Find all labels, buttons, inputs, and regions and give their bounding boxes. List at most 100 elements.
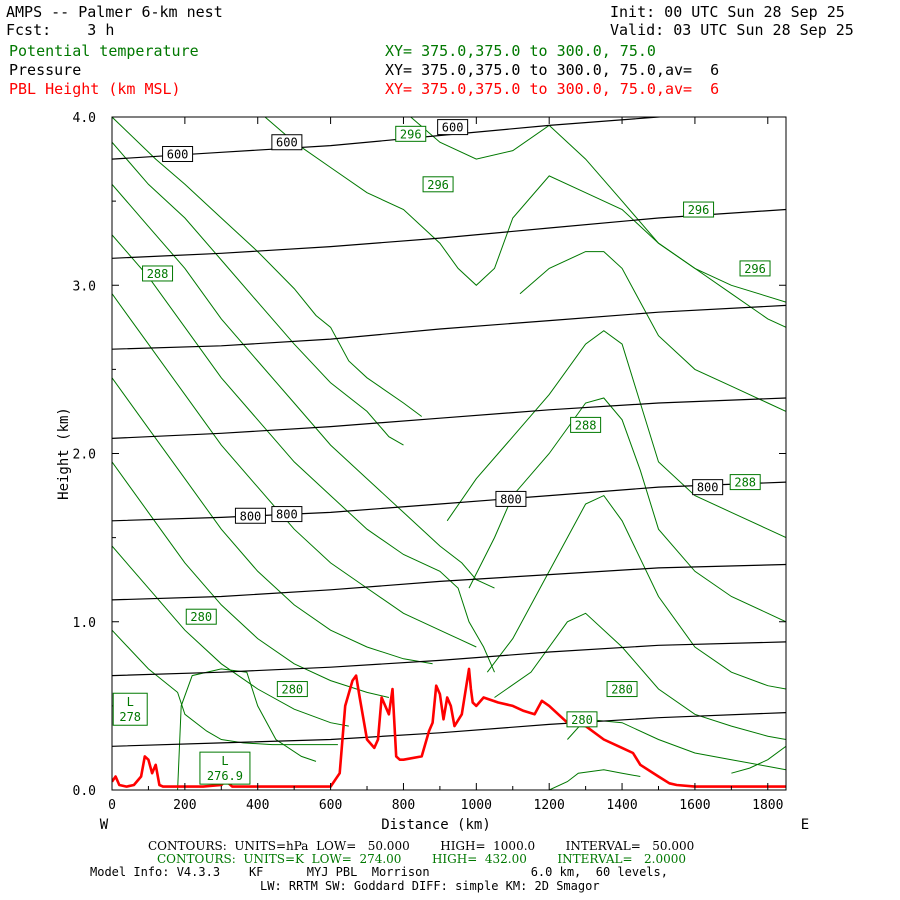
x-tick-label: 1600 [679, 798, 710, 813]
contour-label-box [395, 125, 427, 142]
contour-label-3: 600 [442, 121, 464, 135]
contour-label-box [142, 265, 174, 282]
x-tick-label: 1800 [752, 798, 783, 813]
theta-contour-1 [112, 117, 422, 417]
contour-label-6: 800 [500, 492, 522, 506]
y-tick-label: 2.0 [73, 448, 96, 463]
theta-contour-5 [112, 293, 477, 648]
theta-contour-7 [112, 461, 390, 698]
theta-contour-16 [486, 494, 786, 690]
y-tick-label: 4.0 [73, 111, 96, 126]
contour-label-box [234, 507, 266, 524]
theta-contour-4 [112, 234, 495, 673]
x-tick-label: 200 [173, 798, 196, 813]
y-tick-label: 0.0 [73, 784, 96, 799]
x-tick-label: 1200 [534, 798, 565, 813]
contour-label-box [185, 608, 217, 625]
x-tick-label: 600 [319, 798, 342, 813]
legend-pressure-xy: XY= 375.0,375.0 to 300.0, 75.0,av= 6 [385, 61, 720, 79]
theta-contour-12 [264, 117, 786, 328]
init-time: Init: 00 UTC Sun 28 Sep 25 [610, 3, 845, 21]
contour-label-8: 296 [400, 127, 422, 141]
contour-label-box [271, 134, 303, 151]
contour-label-4: 800 [240, 509, 262, 523]
theta-contour-15 [468, 397, 786, 623]
contour-label-2: 600 [276, 136, 298, 150]
plot-frame [111, 116, 787, 791]
pressure-contour-3 [112, 563, 786, 601]
theta-contour-17 [494, 612, 786, 740]
contour-label-17: 280 [611, 683, 633, 697]
pressure-contour-8 [112, 117, 668, 160]
contour-label-11: 296 [744, 262, 766, 276]
pressure-contour-4 [112, 481, 786, 522]
contour-label-box [683, 201, 715, 218]
theta-contour-6 [112, 377, 433, 665]
contour-label-box [437, 119, 469, 136]
y-tick-label: 3.0 [73, 279, 96, 294]
pressure-contour-1 [112, 712, 786, 747]
contour-label-box [566, 711, 598, 728]
theta-contour-8 [112, 545, 349, 727]
contour-label-9: 296 [427, 178, 449, 192]
low-marker-box [199, 751, 251, 785]
legend-pbl-label: PBL Height (km MSL) [9, 80, 181, 98]
legend-pressure-label: Pressure [9, 61, 82, 79]
contour-label-box [276, 681, 308, 698]
contour-label-5: 800 [276, 508, 298, 522]
footer-physics-info: LW: RRTM SW: Goddard DIFF: simple KM: 2D… [260, 879, 600, 893]
pressure-contour-7 [112, 208, 786, 259]
y-axis-label: Height (km) [56, 407, 72, 500]
legend-theta-xy: XY= 375.0,375.0 to 300.0, 75.0 [385, 42, 656, 60]
chart-title: AMPS -- Palmer 6-km nest [6, 3, 223, 21]
plot-area [112, 117, 786, 790]
pbl-height-line [112, 667, 786, 788]
legend-pbl-xy: XY= 375.0,375.0 to 300.0, 75.0,av= 6 [385, 80, 720, 98]
x-tick-label: 800 [392, 798, 415, 813]
x-tick-label: 1000 [461, 798, 492, 813]
forecast-hour: Fcst: 3 h [6, 21, 115, 39]
low-marker-box [112, 692, 148, 726]
contour-label-15: 280 [190, 610, 212, 624]
contour-label-box [692, 479, 724, 496]
contour-label-10: 296 [688, 203, 710, 217]
x-tick-label: 0 [108, 798, 116, 813]
theta-contour-20 [731, 745, 786, 774]
x-tick-label: 400 [246, 798, 269, 813]
contour-label-12: 288 [147, 267, 169, 281]
theta-contour-14 [446, 330, 786, 539]
low-marker-value-1: 278 [119, 710, 141, 724]
low-marker-letter-1: L [127, 695, 134, 709]
contour-label-box [570, 416, 602, 433]
pressure-contour-6 [112, 304, 786, 350]
valid-time: Valid: 03 UTC Sun 28 Sep 25 [610, 21, 854, 39]
low-marker-value-2: 276.9 [207, 769, 243, 783]
contour-label-14: 288 [734, 476, 756, 490]
footer-model-info: Model Info: V4.3.3 KF MYJ PBL Morrison 6… [90, 865, 668, 879]
x-axis-east-label: E [801, 817, 809, 833]
theta-contour-2 [112, 141, 404, 446]
contour-label-box [422, 176, 454, 193]
theta-contour-18 [567, 718, 786, 771]
x-axis-west-label: W [100, 817, 109, 833]
contour-label-16: 280 [281, 683, 303, 697]
theta-contour-13 [519, 251, 786, 412]
contour-label-box [606, 681, 638, 698]
pressure-contour-2 [112, 641, 786, 677]
legend-theta-label: Potential temperature [9, 42, 199, 60]
x-axis-label: Distance (km) [381, 817, 491, 833]
low-marker-letter-2: L [221, 754, 228, 768]
contour-label-7: 800 [697, 481, 719, 495]
contour-label-18: 280 [571, 713, 593, 727]
contour-label-box [271, 506, 303, 523]
theta-contour-11 [410, 117, 786, 303]
contour-label-13: 288 [575, 418, 597, 432]
theta-contour-19 [548, 769, 641, 790]
y-tick-label: 1.0 [73, 616, 96, 631]
contour-label-box [739, 260, 771, 277]
contour-label-box [162, 146, 194, 163]
contour-label-box [729, 474, 761, 491]
contour-label-box [495, 490, 527, 507]
theta-contour-3 [112, 183, 495, 589]
